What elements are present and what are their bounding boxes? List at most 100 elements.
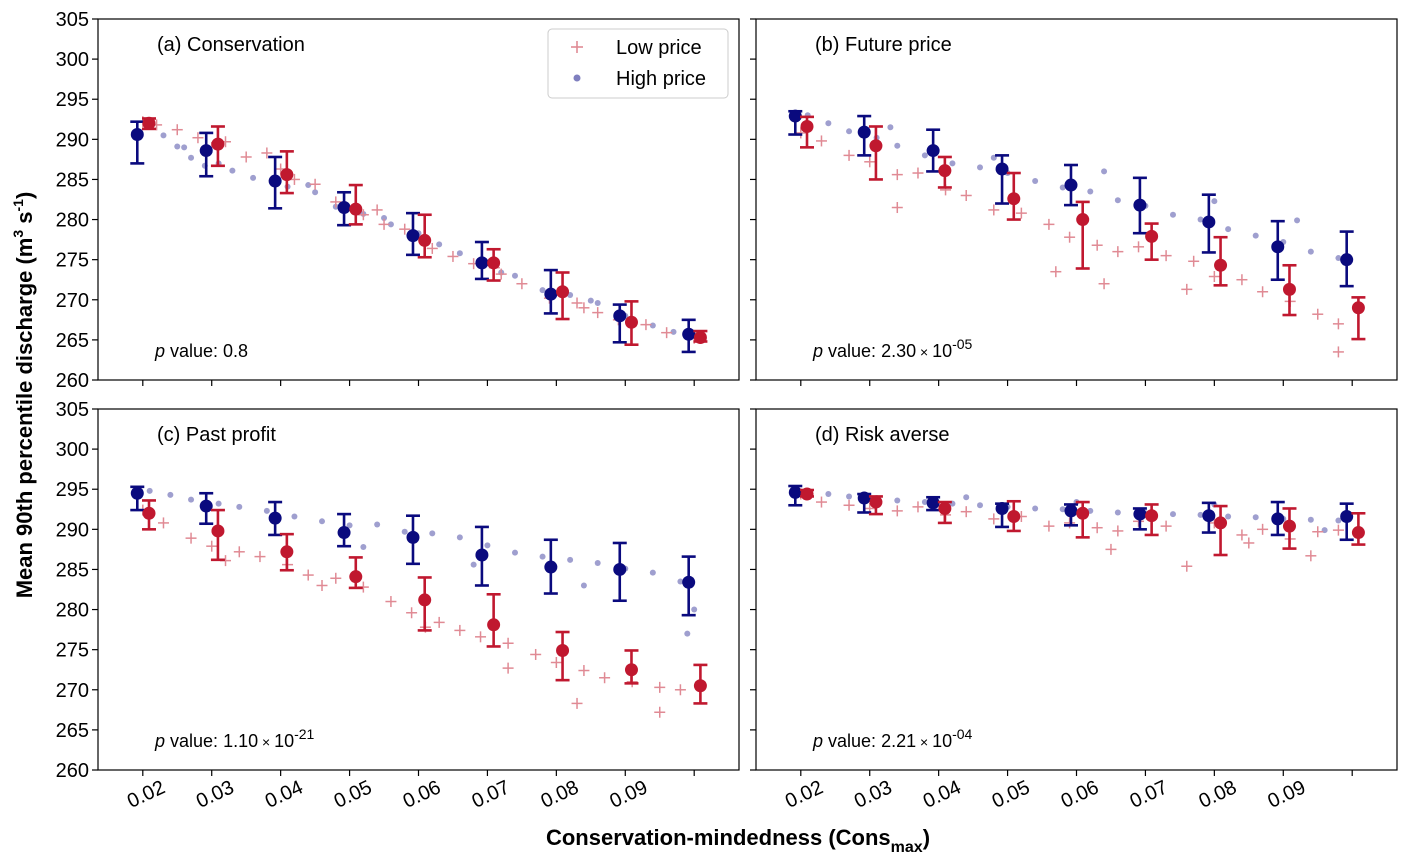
low-price-point bbox=[495, 268, 507, 280]
low-price-point bbox=[912, 501, 924, 513]
legend-dot-icon bbox=[573, 74, 581, 82]
low-price-errorbar bbox=[868, 125, 883, 181]
p-value-label: p value: 2.21 × 10-04 bbox=[812, 726, 973, 751]
high-price-point bbox=[1252, 514, 1259, 521]
panel-2: 260 265 270 275 280 285 290 295 300 305 0.02 0.03 0.… bbox=[56, 399, 740, 813]
high-price-point bbox=[1087, 188, 1094, 195]
low-price-point bbox=[1160, 520, 1172, 532]
p-value-base: 10 bbox=[274, 731, 294, 751]
high-price-point bbox=[1032, 505, 1039, 512]
y-tick-label: 270 bbox=[56, 290, 89, 312]
low-price-point bbox=[206, 540, 218, 552]
low-price-point bbox=[654, 706, 666, 718]
high-price-point bbox=[894, 142, 901, 149]
low-price-point bbox=[302, 569, 314, 581]
low-price-point bbox=[1243, 537, 1255, 549]
p-value-p: p bbox=[154, 731, 165, 751]
low-price-point bbox=[1043, 218, 1055, 230]
low-price-point bbox=[1236, 274, 1248, 286]
high-price-point bbox=[236, 503, 243, 510]
x-tick-label: 0.05 bbox=[331, 776, 376, 812]
low-price-mean-point bbox=[869, 495, 883, 509]
y-tick-label: 290 bbox=[56, 519, 89, 541]
low-price-point bbox=[843, 149, 855, 161]
low-price-point bbox=[1332, 318, 1344, 330]
p-value-times: × bbox=[258, 734, 274, 750]
high-price-mean-point bbox=[613, 562, 627, 576]
high-price-point bbox=[587, 297, 594, 304]
low-price-mean-point bbox=[280, 168, 294, 182]
low-price-point bbox=[891, 169, 903, 181]
x-axis-label-sub: max bbox=[891, 839, 923, 856]
high-price-point bbox=[1294, 217, 1301, 224]
p-value-text: value: 0.8 bbox=[165, 341, 248, 361]
low-price-point bbox=[426, 242, 438, 254]
low-price-point bbox=[157, 517, 169, 529]
x-tick-label: 0.07 bbox=[1127, 776, 1172, 812]
high-price-point bbox=[160, 132, 167, 139]
low-price-point bbox=[1112, 525, 1124, 537]
high-price-point bbox=[894, 497, 901, 504]
low-price-point bbox=[254, 551, 266, 563]
high-price-point bbox=[1197, 216, 1204, 223]
high-price-point bbox=[470, 561, 477, 568]
high-price-point bbox=[146, 487, 153, 494]
low-price-point bbox=[399, 223, 411, 235]
high-price-point bbox=[846, 128, 853, 135]
high-price-point bbox=[381, 214, 388, 221]
legend-entry-low-price: Low price bbox=[616, 37, 702, 59]
x-tick-label: 0.03 bbox=[851, 776, 896, 812]
low-price-point bbox=[654, 681, 666, 693]
low-price-mean-point bbox=[142, 116, 156, 130]
y-tick-label: 295 bbox=[56, 89, 89, 111]
low-price-point bbox=[988, 204, 1000, 216]
low-price-point bbox=[1332, 346, 1344, 358]
low-price-mean-point bbox=[487, 256, 501, 270]
high-price-point bbox=[319, 518, 326, 525]
high-price-point bbox=[167, 491, 174, 498]
low-price-point bbox=[447, 250, 459, 262]
high-price-point bbox=[594, 560, 601, 567]
high-price-mean-point bbox=[1271, 240, 1285, 254]
low-price-point bbox=[815, 496, 827, 508]
low-price-mean-point bbox=[1214, 516, 1228, 530]
p-value-times: × bbox=[916, 734, 932, 750]
low-price-point bbox=[674, 684, 686, 696]
low-price-point bbox=[571, 297, 583, 309]
high-price-point bbox=[174, 143, 181, 150]
p-value-times: × bbox=[916, 344, 932, 360]
p-value-text: value: bbox=[823, 341, 881, 361]
high-price-mean-point bbox=[926, 496, 940, 510]
y-tick-label: 280 bbox=[56, 210, 89, 232]
low-price-point bbox=[1015, 207, 1027, 219]
low-price-point bbox=[1208, 271, 1220, 283]
low-price-mean-point bbox=[211, 524, 225, 538]
y-axis-label: Mean 90th percentile discharge (m3 s-1) bbox=[10, 192, 37, 599]
high-price-mean-point bbox=[337, 526, 351, 540]
y-tick-label: 305 bbox=[56, 9, 89, 31]
low-price-point bbox=[1112, 246, 1124, 258]
high-price-point bbox=[1101, 168, 1108, 175]
high-price-mean-point bbox=[926, 144, 940, 158]
high-price-point bbox=[229, 167, 236, 174]
y-axis-label-sup3: 3 bbox=[10, 230, 26, 238]
low-price-point bbox=[1064, 231, 1076, 243]
x-axis-label-close: ) bbox=[923, 825, 930, 850]
low-price-point bbox=[912, 167, 924, 179]
high-price-point bbox=[649, 322, 656, 329]
high-price-point bbox=[511, 549, 518, 556]
high-price-point bbox=[1335, 255, 1342, 262]
low-price-point bbox=[578, 302, 590, 314]
y-tick-label: 265 bbox=[56, 720, 89, 742]
x-tick-label: 0.07 bbox=[469, 776, 514, 812]
high-price-point bbox=[305, 182, 312, 189]
low-price-mean-point bbox=[349, 202, 363, 216]
low-price-point bbox=[1181, 560, 1193, 572]
low-price-point bbox=[795, 127, 807, 139]
low-price-point bbox=[550, 657, 562, 669]
low-price-mean-point bbox=[487, 618, 501, 632]
low-price-point bbox=[1305, 550, 1317, 562]
panels: 260 265 270 275 280 285 290 295 300 305 (a) Conser… bbox=[56, 9, 1398, 813]
p-value-base: 10 bbox=[932, 341, 952, 361]
y-tick-label: 305 bbox=[56, 399, 89, 421]
